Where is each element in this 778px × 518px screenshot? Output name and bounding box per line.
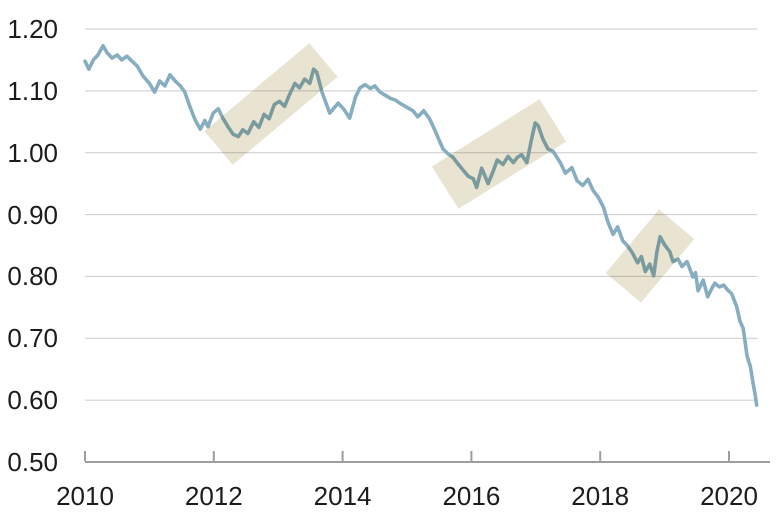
x-axis-tick-label: 2012 — [184, 481, 243, 511]
y-axis-tick-label: 1.00 — [7, 137, 58, 168]
x-axis-tick-label: 2014 — [313, 481, 372, 511]
y-axis-tick-label: 1.10 — [7, 75, 58, 106]
y-axis-tick-label: 1.20 — [7, 14, 58, 44]
y-axis-tick-label: 0.60 — [7, 385, 58, 416]
y-axis-tick-label: 0.90 — [7, 199, 58, 230]
y-axis-tick-label: 0.80 — [7, 261, 58, 292]
y-axis-tick-label: 0.50 — [7, 447, 58, 477]
x-axis-tick-label: 2016 — [442, 481, 501, 511]
highlight-band — [204, 43, 338, 165]
highlight-band — [605, 209, 695, 303]
x-axis-tick-label: 2010 — [56, 481, 114, 511]
x-axis-tick-label: 2020 — [700, 481, 758, 511]
x-axis-tick-label: 2018 — [571, 481, 630, 511]
highlight-band — [431, 99, 567, 209]
y-axis-tick-label: 0.70 — [7, 323, 58, 354]
